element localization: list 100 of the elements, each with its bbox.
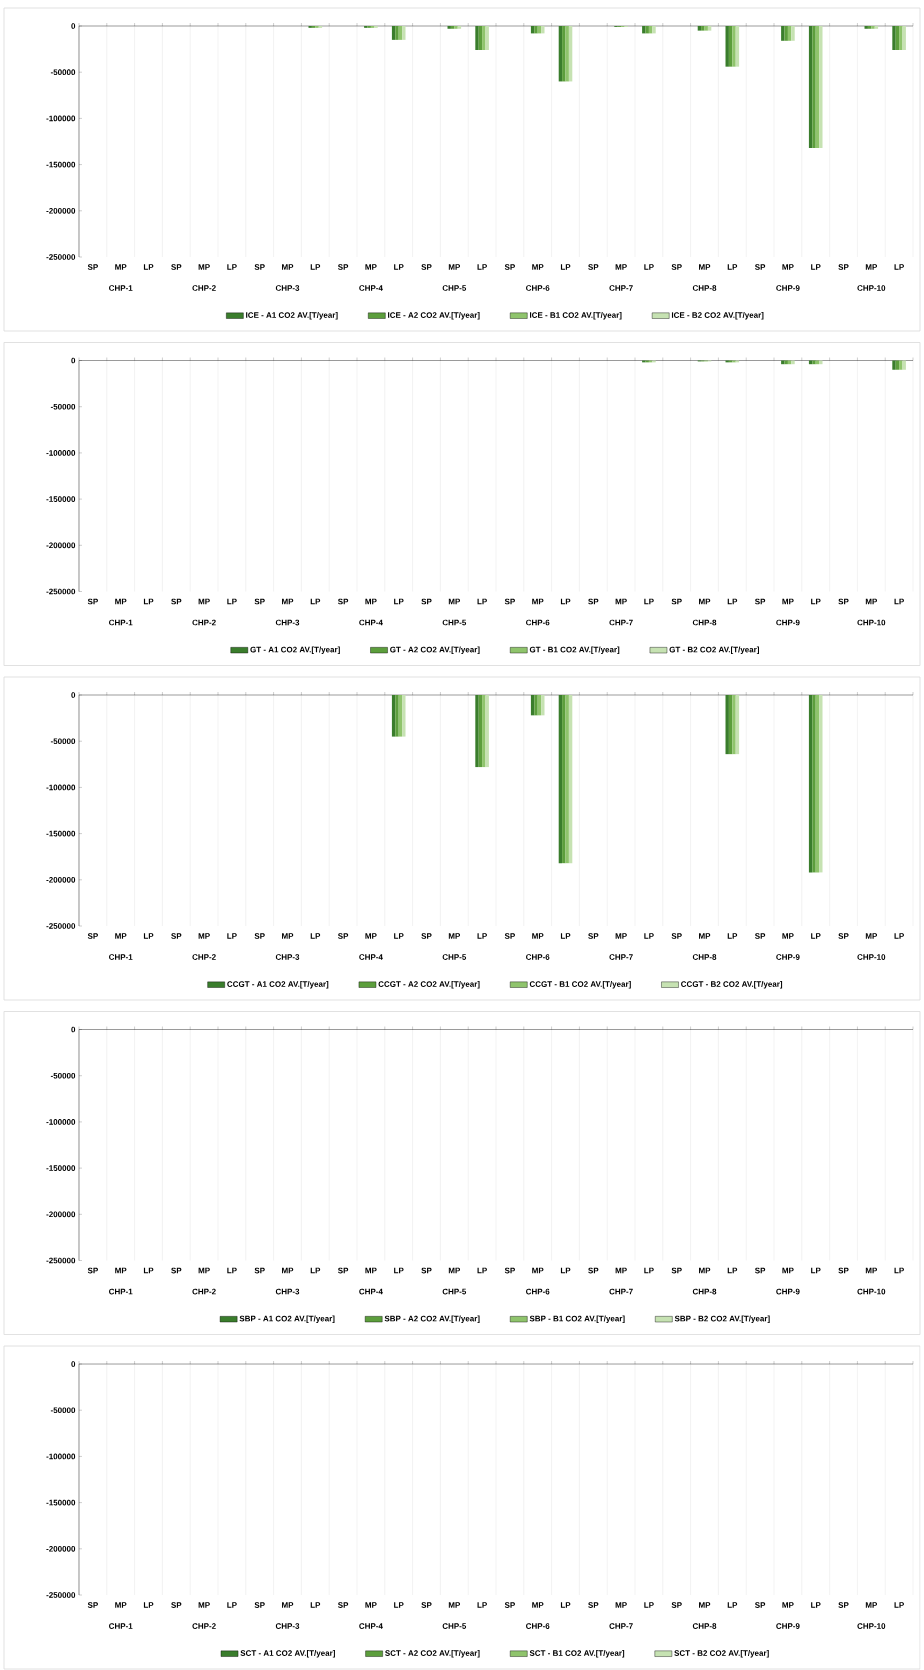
legend-label: CCGT - A1 CO2 AV.[T/year]	[227, 981, 329, 989]
x-tick-label: MP	[115, 598, 127, 605]
x-tick-label: SP	[588, 598, 599, 605]
x-tick-label: SP	[838, 598, 849, 605]
x-tick-label: LP	[477, 1602, 487, 1608]
x-tick-label: SP	[338, 598, 349, 605]
y-tick-label: -200000	[46, 542, 76, 549]
x-tick-label: LP	[894, 933, 904, 939]
y-tick-label: -50000	[50, 403, 76, 410]
x-tick-label: LP	[394, 264, 404, 270]
x-tick-label: LP	[811, 264, 821, 270]
text: CHP-6	[526, 1288, 550, 1295]
y-tick-label: -100000	[46, 115, 76, 122]
text: CHP-7	[609, 619, 633, 626]
text: CHP-2	[192, 619, 216, 626]
x-tick-label: MP	[282, 1602, 294, 1608]
text: CHP-5	[442, 1623, 467, 1629]
x-tick-label: LP	[227, 1267, 237, 1274]
text: CHP-2	[192, 1288, 216, 1295]
x-tick-label: LP	[310, 264, 321, 270]
x-tick-label: LP	[727, 264, 738, 270]
x-tick-label: LP	[894, 264, 904, 270]
legend-label: CCGT - A2 CO2 AV.[T/year]	[378, 981, 480, 989]
text: CHP-9	[776, 619, 800, 626]
x-tick-label: MP	[365, 1267, 377, 1274]
x-tick-label: SP	[671, 264, 682, 270]
text: CHP-4	[359, 1623, 383, 1629]
x-tick-label: SP	[171, 598, 182, 605]
x-tick-label: MP	[115, 1602, 127, 1608]
x-tick-label: MP	[615, 933, 627, 939]
x-tick-label: SP	[254, 264, 265, 270]
x-tick-label: LP	[811, 1602, 821, 1608]
x-tick-label: SP	[254, 1267, 265, 1274]
text: CHP-3	[275, 285, 300, 291]
x-tick-label: MP	[532, 1267, 544, 1274]
y-tick-label: -250000	[46, 923, 76, 929]
text: CHP-7	[609, 1288, 633, 1295]
text: CHP-3	[275, 1288, 300, 1295]
x-tick-label: LP	[811, 933, 821, 939]
x-tick-label: MP	[615, 1267, 627, 1274]
x-tick-label: LP	[560, 1267, 571, 1274]
x-tick-label: MP	[198, 264, 210, 270]
legend-label: SCT - B1 CO2 AV.[T/year]	[529, 1650, 625, 1658]
legend-label: GT - A2 CO2 AV.[T/year]	[390, 646, 480, 654]
text: CHP-5	[442, 1288, 467, 1295]
x-tick-label: MP	[282, 1267, 294, 1274]
x-tick-label: LP	[560, 1602, 571, 1608]
text: CHP-4	[359, 954, 383, 960]
x-tick-label: SP	[755, 933, 766, 939]
x-tick-label: MP	[282, 933, 294, 939]
y-tick-label: 0	[71, 1361, 76, 1367]
legend-label: ICE - A2 CO2 AV.[T/year]	[388, 312, 480, 320]
text: CHP-4	[359, 619, 383, 626]
y-tick-label: -150000	[46, 496, 76, 502]
text: CHP-4	[359, 1288, 383, 1295]
x-tick-label: LP	[727, 933, 738, 939]
text: CHP-2	[192, 285, 216, 291]
x-tick-label: LP	[310, 933, 321, 939]
y-tick-label: 0	[71, 1026, 76, 1033]
x-tick-label: LP	[644, 1602, 654, 1608]
x-tick-label: LP	[644, 933, 654, 939]
text: CHP-6	[526, 1623, 550, 1629]
x-tick-label: MP	[365, 598, 377, 605]
x-tick-label: LP	[811, 1267, 821, 1274]
text: CHP-10	[857, 1623, 886, 1629]
x-tick-label: SP	[338, 264, 349, 270]
y-tick-label: -150000	[46, 1499, 76, 1506]
x-tick-label: SP	[87, 598, 98, 605]
x-tick-label: LP	[894, 598, 904, 605]
y-tick-label: 0	[71, 357, 76, 364]
x-tick-label: MP	[782, 933, 794, 939]
legend-label: CCGT - B2 CO2 AV.[T/year]	[681, 981, 783, 989]
x-tick-label: MP	[532, 264, 544, 270]
text: CHP-7	[609, 285, 633, 291]
text: CHP-3	[275, 954, 300, 960]
text: CHP-6	[526, 619, 550, 626]
y-tick-label: -250000	[46, 1592, 76, 1598]
text: CHP-8	[692, 619, 717, 626]
text: CHP-9	[776, 285, 800, 291]
x-tick-label: MP	[115, 1267, 127, 1274]
x-tick-label: MP	[865, 1602, 878, 1608]
x-tick-label: LP	[394, 598, 404, 605]
x-tick-label: SP	[254, 1602, 265, 1608]
x-tick-label: MP	[532, 598, 544, 605]
x-tick-label: MP	[865, 933, 878, 939]
y-tick-label: 0	[71, 692, 76, 698]
x-tick-label: SP	[421, 598, 432, 605]
y-tick-label: -250000	[46, 254, 76, 260]
x-tick-label: MP	[615, 598, 627, 605]
x-tick-label: SP	[671, 598, 682, 605]
text: CHP-3	[275, 1623, 300, 1629]
text: CHP-2	[192, 954, 216, 960]
x-tick-label: LP	[560, 264, 571, 270]
y-tick-label: -200000	[46, 1545, 76, 1552]
x-tick-label: MP	[448, 933, 461, 939]
x-tick-label: SP	[421, 1602, 432, 1608]
x-tick-label: SP	[504, 598, 515, 605]
text: CHP-10	[857, 619, 886, 626]
legend-label: CCGT - B1 CO2 AV.[T/year]	[529, 981, 631, 989]
x-tick-label: MP	[782, 264, 794, 270]
